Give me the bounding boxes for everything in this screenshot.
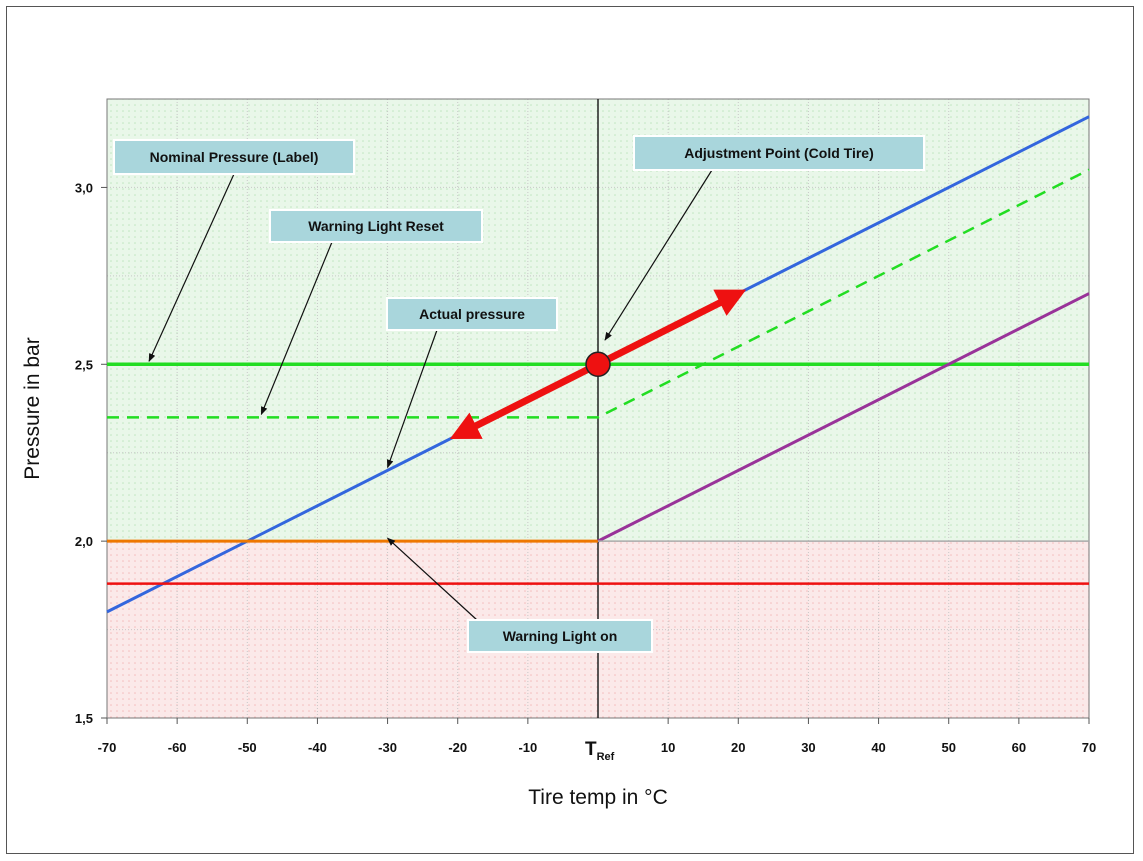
tref-label: TRef [585,739,615,763]
cooling-arrow [449,361,600,439]
adjustment-point-label: Adjustment Point (Cold Tire) [684,145,874,161]
adjustment-point-label-box [633,135,925,171]
x-tick-label: 10 [661,740,675,755]
x-tick-label: -40 [308,740,327,755]
x-tick-label: 70 [1082,740,1096,755]
x-tick-label: -50 [238,740,257,755]
actual-pressure-label: Actual pressure [419,306,525,322]
x-tick-label: -60 [168,740,187,755]
warning-light-on-label-box [467,619,653,653]
warning-light-reset-label-box [269,209,483,243]
warm-threshold-line [597,292,1090,543]
y-axis-title: Pressure in bar [21,337,44,479]
warming-arrow [596,289,747,368]
adjustment-point-label-leader-arrow [604,169,713,341]
y-tick-label: 1,5 [75,711,93,726]
nominal-pressure-label-box [113,139,355,175]
x-tick-label: -30 [378,740,397,755]
nominal-pressure-label: Nominal Pressure (Label) [150,149,319,165]
figure-frame: -70 -60 -50 -40 -30 -20 -10 10 20 30 40 50 60 70 TRef 1… [6,6,1134,854]
warning-light-reset-label-leader-arrow [260,241,333,416]
x-tick-label: -20 [448,740,467,755]
x-tick-label: 20 [731,740,745,755]
tref-label-main: T [585,739,597,760]
warning-light-on-label: Warning Light on [503,628,618,644]
nominal-pressure-label-leader-arrow [148,173,235,363]
x-axis-title: Tire temp in °C [528,786,667,809]
actual-pressure-label-leader-arrow [386,329,438,469]
x-tick-label: 50 [941,740,955,755]
y-tick-label: 2,5 [75,357,93,372]
x-tick-label: 30 [801,740,815,755]
adjustment-point-marker [585,351,611,378]
y-tick-label: 2,0 [75,534,93,549]
warning-light-reset-label: Warning Light Reset [308,218,444,234]
tire-pressure-chart: -70 -60 -50 -40 -30 -20 -10 10 20 30 40 50 60 70 TRef 1… [21,98,1096,809]
tref-label-sub: Ref [597,751,615,763]
x-tick-label: -70 [98,740,117,755]
warning-light-reset-line [107,168,1090,419]
y-tick-label: 3,0 [75,180,93,195]
warning-light-on-label-leader-arrow [386,537,478,621]
x-tick-label: -10 [518,740,537,755]
x-tick-label: 40 [871,740,885,755]
actual-pressure-label-box [386,297,558,331]
x-tick-label: 60 [1012,740,1026,755]
